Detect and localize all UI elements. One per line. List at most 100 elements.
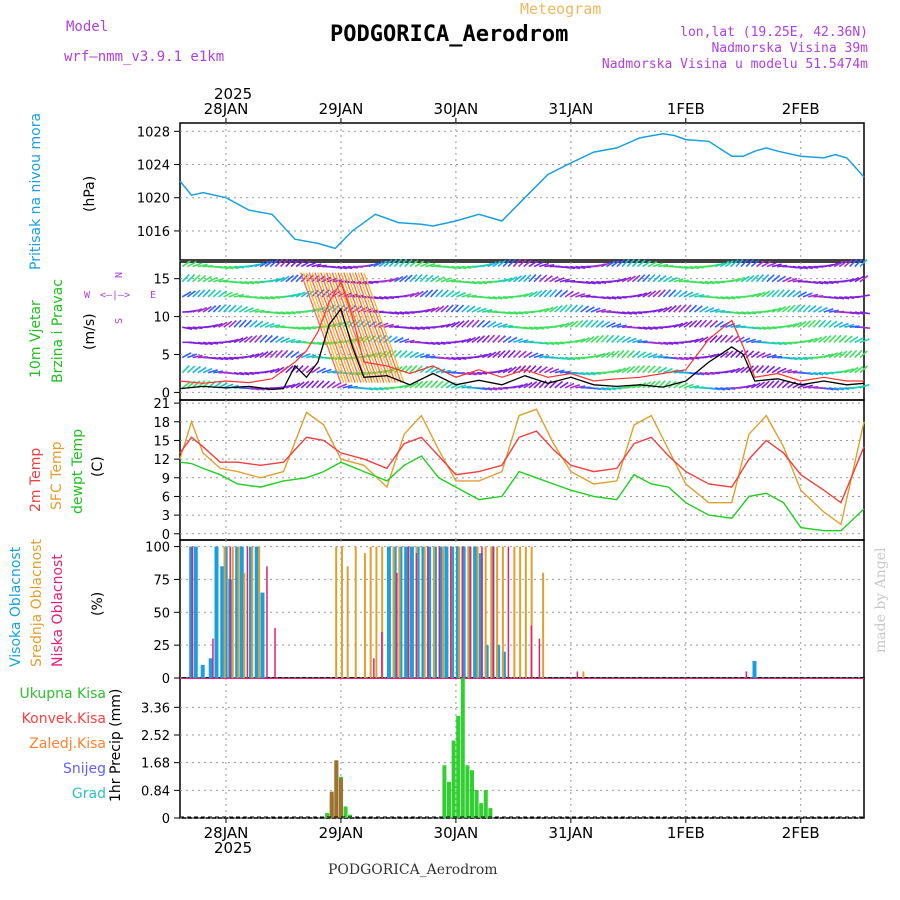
wind-arrow — [492, 296, 503, 300]
wind-arrow — [326, 381, 336, 389]
wind-arrow — [642, 326, 653, 330]
wind-arrow — [673, 289, 682, 298]
wind-arrow — [321, 368, 332, 374]
cloud-bar — [346, 566, 349, 678]
wind-arrow — [678, 304, 687, 313]
wind-arrow — [518, 259, 527, 268]
wind-arrow — [228, 292, 239, 298]
wind-arrow — [212, 289, 222, 298]
wind-arrow — [208, 341, 219, 345]
wind-arrow — [823, 335, 832, 343]
wind-arrow — [616, 277, 627, 283]
wind-arrow — [507, 349, 516, 359]
wind-arrow — [528, 290, 538, 298]
wind-arrow — [678, 356, 689, 361]
wind-arrow — [792, 321, 802, 328]
wind-arrow — [575, 292, 586, 298]
wind-arrow — [228, 338, 239, 344]
wind-arrow — [533, 261, 544, 268]
cloud-bar — [274, 628, 276, 678]
date-label-top: 31JAN — [548, 100, 593, 118]
wind-arrow — [678, 265, 689, 270]
wind-arrow — [859, 350, 868, 359]
wind-arrow — [202, 275, 212, 283]
wind-arrow — [849, 349, 858, 359]
wind-arrow — [771, 355, 783, 359]
wind-arrow — [854, 349, 863, 359]
wind-streak — [317, 272, 359, 383]
wind-arrow — [730, 349, 739, 359]
wind-arrow — [740, 337, 751, 344]
wind-arrow — [264, 334, 273, 343]
wind-arrow — [181, 365, 190, 374]
wind-arrow — [549, 368, 560, 374]
wind-arrow — [745, 274, 755, 283]
cloud-bar — [373, 658, 375, 678]
wind-arrow — [652, 365, 662, 374]
wind-arrow — [270, 296, 281, 299]
wind-arrow — [766, 289, 775, 298]
wind-arrow — [745, 383, 756, 389]
cloud-bar — [530, 625, 533, 678]
wind-arrow — [714, 387, 726, 391]
wind-arrow — [187, 261, 197, 268]
wind-arrow — [766, 326, 777, 330]
wind-arrow — [714, 262, 725, 268]
cloud-bar — [369, 546, 372, 678]
wind-arrow — [280, 258, 289, 268]
wind-arrow — [554, 380, 563, 389]
wind-arrow — [295, 326, 307, 330]
panel-frame — [179, 261, 865, 401]
wind-arrow — [518, 382, 528, 389]
wind-arrow — [823, 308, 834, 313]
wind-streak — [363, 272, 405, 383]
cloud-bar — [246, 546, 249, 678]
wind-arrow — [523, 326, 534, 330]
wind-arrow — [394, 337, 404, 344]
wind-arrow — [621, 336, 632, 344]
wind-arrow — [766, 274, 775, 283]
wind-arrow — [838, 260, 848, 268]
wind-arrow — [507, 276, 518, 283]
footer-title: PODGORICA_Aerodrom — [328, 862, 498, 878]
wind-arrow — [430, 380, 439, 389]
wind-arrow — [259, 261, 270, 268]
wind-arrow — [637, 340, 648, 344]
wind-arrow — [590, 335, 600, 343]
cloud-bar — [481, 546, 483, 678]
wind-arrow — [595, 263, 606, 268]
wind-arrow — [844, 367, 854, 374]
wind-arrow — [358, 280, 369, 285]
wind-arrow — [833, 261, 844, 268]
wind-arrow — [637, 351, 647, 359]
wind-arrow — [808, 265, 819, 269]
wind-arrow — [414, 290, 424, 298]
pressure-unit-label: (hPa) — [82, 175, 98, 212]
wind-arrow — [719, 260, 730, 268]
wind-rose-s: S — [114, 317, 125, 324]
date-label-top: 29JAN — [319, 100, 364, 118]
wind-rose-n: N — [114, 271, 125, 278]
y-tick-label: 50 — [153, 606, 170, 621]
wind-arrow — [197, 341, 208, 346]
wind-arrow — [761, 326, 772, 330]
wind-arrow — [652, 262, 663, 268]
wind-arrow — [538, 307, 549, 313]
wind-arrow — [740, 275, 750, 283]
wind-arrow — [823, 371, 834, 375]
wind-arrow — [554, 369, 565, 374]
cloud-bar — [476, 546, 479, 678]
wind-arrow — [419, 289, 429, 298]
chart-subtitle: Meteogram — [520, 0, 602, 18]
wind-arrow — [466, 305, 476, 313]
wind-arrow — [295, 259, 305, 268]
wind-rose-w: W — [84, 290, 91, 301]
wind-arrow — [445, 304, 454, 313]
wind-arrow — [740, 311, 751, 315]
wind-arrow — [849, 325, 860, 329]
wind-arrow — [290, 259, 299, 268]
wind-arrow — [388, 349, 397, 359]
wind-arrow — [264, 296, 276, 300]
wind-arrow — [574, 304, 584, 313]
wind-arrow — [740, 365, 750, 374]
